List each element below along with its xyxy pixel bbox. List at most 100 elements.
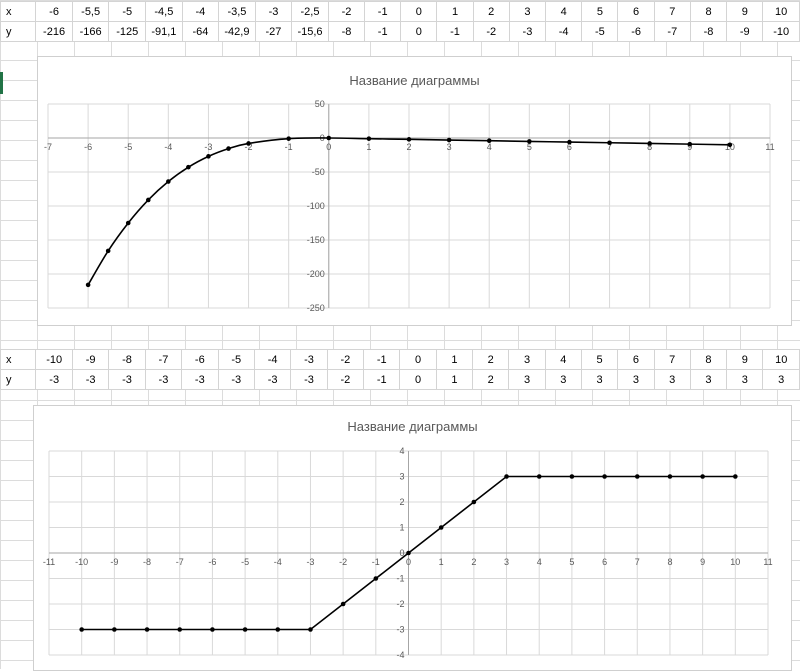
table-cell[interactable]: -1: [363, 349, 401, 370]
data-point: [326, 135, 332, 141]
table-cell[interactable]: -6: [181, 349, 219, 370]
table-cell[interactable]: -5: [581, 21, 619, 42]
table-cell[interactable]: -8: [108, 349, 146, 370]
table-cell[interactable]: -3: [290, 349, 328, 370]
table-cell[interactable]: 3: [508, 369, 546, 390]
chart-1[interactable]: Название диаграммы -7 -6 -5 -4 -3 -2 -1 0 1 2 3 4 5 6…: [37, 56, 792, 326]
table-cell[interactable]: -2: [472, 21, 510, 42]
table-cell[interactable]: 6: [617, 349, 655, 370]
table-cell[interactable]: 3: [544, 369, 582, 390]
table-cell[interactable]: 3: [762, 369, 800, 390]
table-cell[interactable]: -2: [326, 369, 365, 390]
table-cell[interactable]: 3: [653, 369, 691, 390]
table-cell[interactable]: -3: [144, 369, 183, 390]
table-cell[interactable]: 4: [544, 349, 582, 370]
table-cell[interactable]: 3: [617, 369, 655, 390]
table-cell[interactable]: -42,9: [218, 21, 256, 42]
y-tick-label: 4: [399, 446, 404, 456]
table-cell[interactable]: 4: [545, 1, 583, 22]
table-cell[interactable]: 6: [617, 1, 655, 22]
table-cell[interactable]: 1: [435, 369, 474, 390]
row-header[interactable]: y: [0, 21, 37, 42]
table-cell[interactable]: -5,5: [71, 1, 110, 22]
table-cell[interactable]: 0: [399, 369, 437, 390]
table-cell[interactable]: -8: [327, 21, 366, 42]
table-cell[interactable]: -5: [217, 349, 255, 370]
table-cell[interactable]: -4: [253, 349, 292, 370]
chart-2[interactable]: Название диаграммы -11 -10 -9 -8 -7 -6 -5 -4 -3-…: [33, 405, 792, 671]
table-cell[interactable]: -4: [545, 21, 583, 42]
table-cell[interactable]: -3: [253, 369, 292, 390]
x-tick-label: 1: [366, 142, 371, 152]
table-cell[interactable]: 5: [580, 349, 619, 370]
table-cell[interactable]: -3,5: [218, 1, 256, 22]
data-point: [105, 248, 111, 254]
table-cell[interactable]: -7: [653, 21, 691, 42]
table-cell[interactable]: -5: [108, 1, 147, 22]
table-cell[interactable]: -3: [181, 369, 219, 390]
table-cell[interactable]: -3: [217, 369, 255, 390]
table-cell[interactable]: -2: [326, 349, 365, 370]
table-cell[interactable]: -6: [617, 21, 655, 42]
table-cell[interactable]: -4: [181, 1, 220, 22]
table-cell[interactable]: -3: [108, 369, 146, 390]
data-point: [340, 601, 346, 607]
table-cell[interactable]: -2,5: [291, 1, 329, 22]
table-cell[interactable]: -125: [108, 21, 147, 42]
row-header[interactable]: y: [0, 369, 37, 390]
table-cell[interactable]: -3: [508, 21, 547, 42]
table-cell[interactable]: 1: [435, 349, 474, 370]
row-header[interactable]: x: [0, 349, 37, 370]
data-point: [308, 627, 313, 632]
table-cell[interactable]: 2: [472, 349, 510, 370]
table-cell[interactable]: -15,6: [291, 21, 329, 42]
table-cell[interactable]: -91,1: [145, 21, 183, 42]
row-header[interactable]: x: [0, 1, 37, 22]
table-cell[interactable]: -3: [71, 369, 110, 390]
table-cell[interactable]: 2: [472, 1, 510, 22]
table-cell[interactable]: -3: [254, 1, 293, 22]
table-cell[interactable]: -8: [689, 21, 728, 42]
table-cell[interactable]: 1: [436, 1, 474, 22]
table-cell[interactable]: 0: [400, 1, 438, 22]
table-cell[interactable]: -4,5: [145, 1, 183, 22]
table-cell[interactable]: 9: [726, 1, 764, 22]
table-cell[interactable]: -10: [762, 21, 800, 42]
table-cell[interactable]: -1: [364, 21, 402, 42]
table-cell[interactable]: 8: [689, 1, 728, 22]
table-cell[interactable]: 7: [653, 349, 691, 370]
table-cell[interactable]: 0: [400, 21, 438, 42]
table-cell[interactable]: 8: [689, 349, 728, 370]
table-cell[interactable]: -3: [35, 369, 73, 390]
table-cell[interactable]: 2: [472, 369, 510, 390]
table-cell[interactable]: 10: [762, 1, 800, 22]
table-cell[interactable]: 3: [689, 369, 728, 390]
table-cell[interactable]: 9: [726, 349, 764, 370]
table-cell[interactable]: -64: [181, 21, 220, 42]
table-cell[interactable]: -27: [254, 21, 293, 42]
table-cell[interactable]: -1: [363, 369, 401, 390]
x-tick-label: 3: [504, 557, 509, 567]
table-cell[interactable]: -2: [327, 1, 366, 22]
table-cell[interactable]: 7: [653, 1, 691, 22]
table-cell[interactable]: 5: [581, 1, 619, 22]
table-cell[interactable]: -10: [35, 349, 73, 370]
table-cell[interactable]: 0: [399, 349, 437, 370]
table-cell[interactable]: 3: [508, 349, 546, 370]
table-cell[interactable]: -3: [290, 369, 328, 390]
table-cell[interactable]: -1: [364, 1, 402, 22]
x-tick-label: 4: [537, 557, 542, 567]
table-cell[interactable]: -7: [144, 349, 183, 370]
table-cell[interactable]: -6: [35, 1, 73, 22]
table-cell[interactable]: 3: [726, 369, 764, 390]
table-cell[interactable]: 3: [580, 369, 619, 390]
table-cell[interactable]: -9: [71, 349, 110, 370]
x-tick-label: 5: [527, 142, 532, 152]
table-cell[interactable]: -166: [71, 21, 110, 42]
data-point: [112, 627, 117, 632]
table-cell[interactable]: 10: [762, 349, 800, 370]
table-cell[interactable]: -1: [436, 21, 474, 42]
table-cell[interactable]: -216: [35, 21, 73, 42]
table-cell[interactable]: 3: [508, 1, 547, 22]
table-cell[interactable]: -9: [726, 21, 764, 42]
